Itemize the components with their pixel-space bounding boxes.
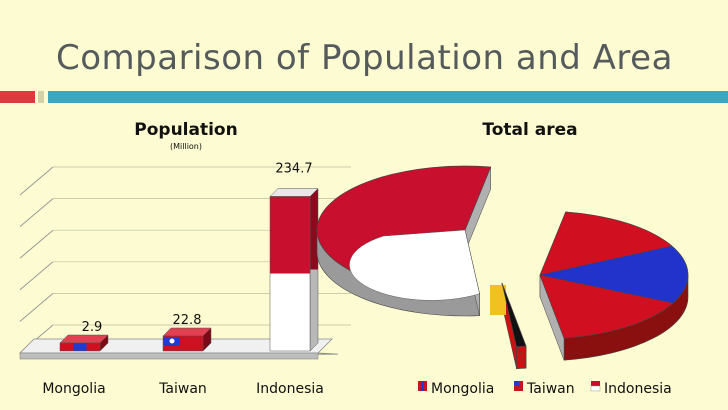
bar-data-label: 2.9 (82, 320, 103, 335)
bar-chart-title: Population (134, 120, 237, 140)
bar-chart-subtitle: (Million) (170, 142, 202, 151)
legend-swatch (418, 381, 421, 391)
bar-top (162, 327, 212, 337)
gridline-slant (19, 229, 54, 259)
legend-swatch (591, 381, 600, 386)
legend-swatch (421, 381, 424, 391)
bar-side (309, 187, 319, 352)
legend-item: Mongolia (418, 381, 494, 397)
gridline-slant (19, 166, 54, 196)
bar-top (59, 334, 109, 344)
indonesia-flag-white (349, 229, 480, 301)
mongolia-flag-band (539, 211, 673, 276)
bar-data-label: 234.7 (275, 161, 312, 176)
bar-marks: 2.9 22.8 234.7 (59, 161, 319, 352)
gridline-slant (19, 293, 54, 322)
bar-tick-label: Taiwan (158, 381, 207, 397)
taiwan-flag-sun (169, 338, 175, 344)
bar-floor-edge (19, 352, 319, 360)
title-rule-gap (38, 91, 44, 103)
title-rule-red (0, 91, 35, 103)
bar-tick-labels: Mongolia Taiwan Indonesia (42, 381, 324, 397)
gridline-slant (19, 261, 54, 291)
legend-label: Mongolia (431, 381, 494, 397)
gridline-slant (19, 198, 54, 227)
legend-label: Indonesia (604, 381, 672, 397)
bar-tick-label: Indonesia (256, 381, 324, 397)
title-rule (0, 91, 728, 103)
slide-title: Comparison of Population and Area (56, 38, 673, 78)
mongolia-soyombo-symbol (490, 285, 506, 315)
legend-swatch (590, 385, 601, 392)
mongolia-flag-band (539, 274, 674, 339)
pie-marks (316, 165, 689, 370)
bar-indonesia (269, 196, 311, 352)
bar-data-label: 22.8 (173, 313, 202, 328)
pie-chart-title: Total area (482, 120, 577, 140)
pie-legend: Mongolia Taiwan Indonesia (418, 381, 672, 397)
legend-swatch (424, 381, 427, 391)
legend-item: Indonesia (590, 381, 672, 397)
legend-label: Taiwan (526, 381, 575, 397)
legend-item: Taiwan (514, 381, 575, 397)
legend-swatch (514, 381, 519, 386)
pie-slice-taiwan (501, 282, 527, 348)
bar-top (269, 188, 319, 197)
title-rule-blue (48, 91, 728, 103)
bar-mongolia (59, 342, 101, 352)
bar-tick-label: Mongolia (42, 381, 105, 397)
